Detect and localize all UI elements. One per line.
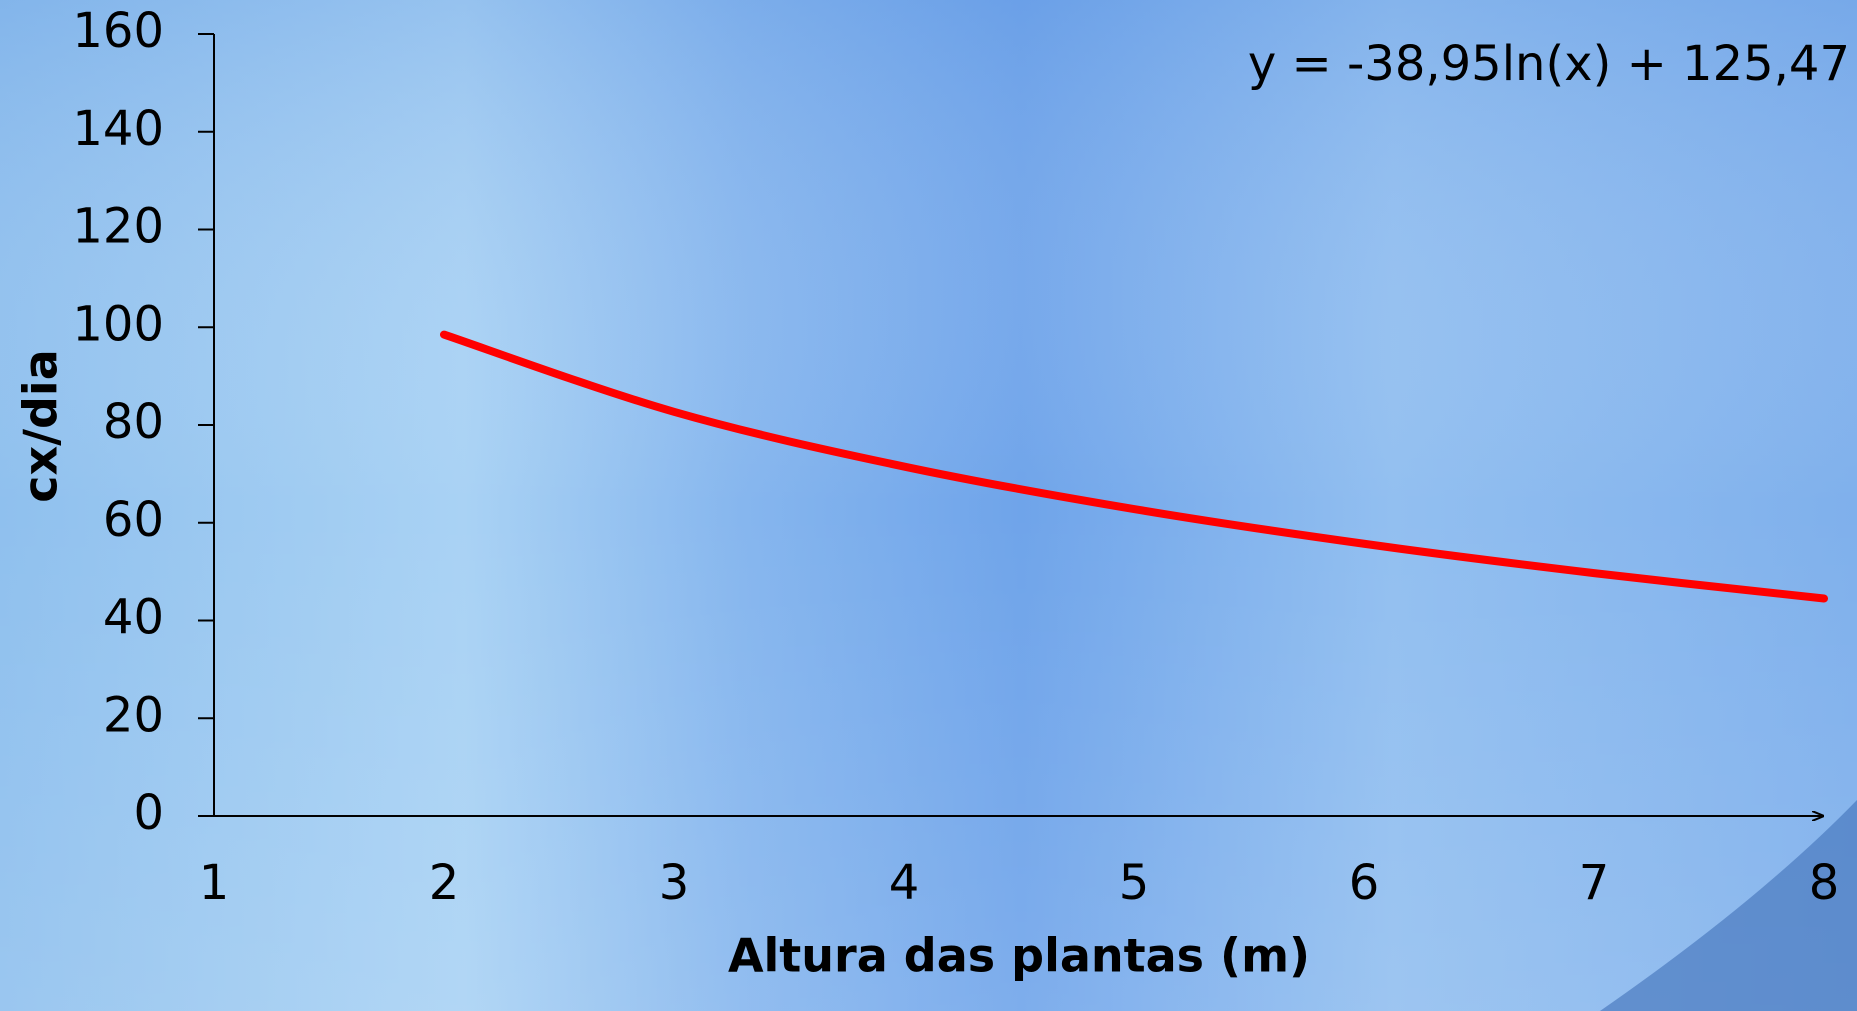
x-tick-label: 2	[429, 855, 460, 911]
x-tick-label: 3	[659, 855, 690, 911]
x-tick-label: 4	[889, 855, 920, 911]
y-tick-label: 0	[133, 785, 164, 841]
y-tick-label: 20	[103, 687, 164, 743]
equation: y = -38,95ln(x) + 125,47	[1248, 36, 1850, 92]
x-tick-label: 7	[1579, 855, 1610, 911]
x-tick-label: 1	[199, 855, 230, 911]
line-series	[440, 330, 1828, 603]
x-tick-label: 5	[1119, 855, 1150, 911]
y-axis-label: cx/dia	[14, 349, 68, 502]
x-axis-label: Altura das plantas (m)	[728, 929, 1310, 983]
y-tick-label: 80	[103, 394, 164, 450]
x-tick-label: 6	[1349, 855, 1380, 911]
y-tick-label: 100	[72, 296, 164, 352]
y-tick-label: 120	[72, 199, 164, 255]
y-tick-label: 140	[72, 101, 164, 157]
corner-decoration	[1600, 800, 1857, 1011]
y-tick-label: 60	[103, 492, 164, 548]
y-tick-label: 40	[103, 590, 164, 646]
y-tick-label: 160	[72, 3, 164, 59]
x-tick-label: 8	[1809, 855, 1840, 911]
